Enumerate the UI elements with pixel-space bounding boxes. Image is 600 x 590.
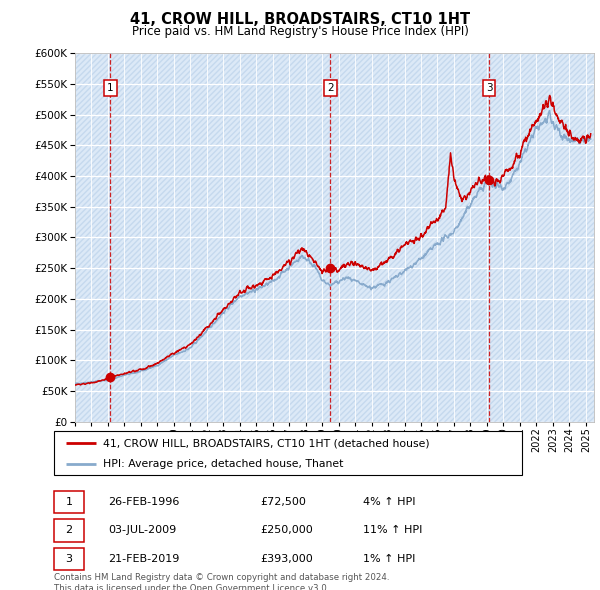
Text: Price paid vs. HM Land Registry's House Price Index (HPI): Price paid vs. HM Land Registry's House …: [131, 25, 469, 38]
Text: 1: 1: [65, 497, 73, 507]
Text: 1: 1: [107, 83, 114, 93]
Text: 26-FEB-1996: 26-FEB-1996: [108, 497, 179, 507]
Text: 41, CROW HILL, BROADSTAIRS, CT10 1HT (detached house): 41, CROW HILL, BROADSTAIRS, CT10 1HT (de…: [103, 438, 430, 448]
FancyBboxPatch shape: [54, 519, 85, 542]
Text: 3: 3: [486, 83, 493, 93]
Text: 1% ↑ HPI: 1% ↑ HPI: [363, 554, 415, 563]
Text: £250,000: £250,000: [260, 526, 313, 535]
Text: 03-JUL-2009: 03-JUL-2009: [108, 526, 176, 535]
Text: 21-FEB-2019: 21-FEB-2019: [108, 554, 179, 563]
Text: HPI: Average price, detached house, Thanet: HPI: Average price, detached house, Than…: [103, 459, 344, 469]
Text: 41, CROW HILL, BROADSTAIRS, CT10 1HT: 41, CROW HILL, BROADSTAIRS, CT10 1HT: [130, 12, 470, 27]
Text: 11% ↑ HPI: 11% ↑ HPI: [363, 526, 422, 535]
Text: 2: 2: [327, 83, 334, 93]
Text: 2: 2: [65, 526, 73, 535]
Text: £72,500: £72,500: [260, 497, 306, 507]
Text: 4% ↑ HPI: 4% ↑ HPI: [363, 497, 415, 507]
FancyBboxPatch shape: [54, 431, 522, 475]
Text: Contains HM Land Registry data © Crown copyright and database right 2024.
This d: Contains HM Land Registry data © Crown c…: [54, 573, 389, 590]
FancyBboxPatch shape: [54, 491, 85, 513]
Text: 3: 3: [65, 554, 73, 563]
Text: £393,000: £393,000: [260, 554, 313, 563]
FancyBboxPatch shape: [54, 548, 85, 570]
